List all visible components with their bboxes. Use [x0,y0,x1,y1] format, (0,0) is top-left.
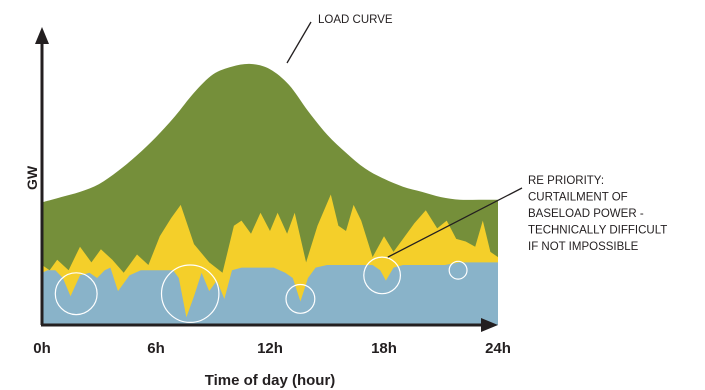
highlight-circle-1 [54,272,98,316]
highlight-circle-2 [160,264,220,324]
y-axis-arrowhead [35,27,49,44]
x-axis-label: Time of day (hour) [205,372,336,389]
x-tick-label: 18h [371,340,397,357]
annotation-text: CURTAILMENT OF [528,192,628,204]
baseload-area [42,262,498,325]
highlight-circle-3 [285,283,316,314]
annotation-text: RE PRIORITY: [528,175,604,187]
annotation-text: LOAD CURVE [318,14,393,26]
x-axis-arrowhead [481,318,498,332]
annotation-text: TECHNICALLY DIFFICULT [528,225,667,237]
y-axis-label: GW [24,165,40,190]
x-tick-label: 6h [147,340,165,357]
highlight-circle-5 [448,260,468,280]
annotation-text: BASELOAD POWER - [528,208,644,220]
annotation-leader-line [286,21,312,64]
x-tick-label: 12h [257,340,283,357]
x-tick-label: 24h [485,340,511,357]
annotation-leader-line [387,187,523,258]
x-tick-label: 0h [33,340,51,357]
highlight-circle-4 [363,256,402,295]
annotation-text: IF NOT IMPOSSIBLE [528,241,639,253]
